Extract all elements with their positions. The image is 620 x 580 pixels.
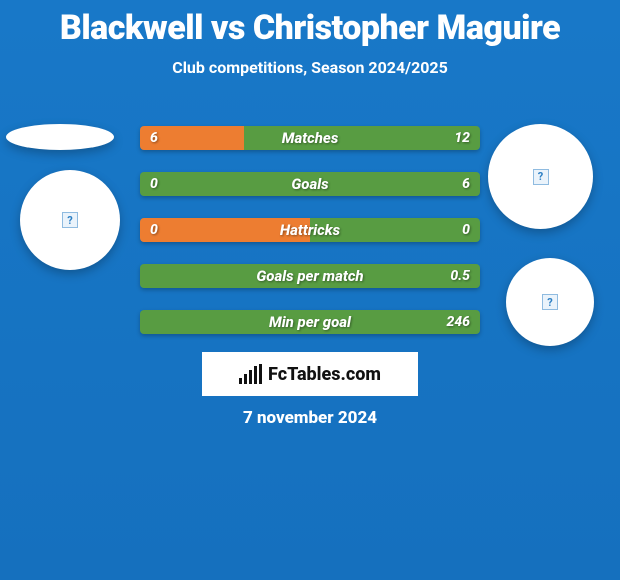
stat-row: Hattricks00 xyxy=(140,218,480,242)
stat-bar-left xyxy=(140,218,310,242)
brand-text: FcTables.com xyxy=(268,364,381,385)
brand-badge: FcTables.com xyxy=(202,352,418,396)
stat-bar-right xyxy=(244,126,480,150)
stat-row: Min per goal246 xyxy=(140,310,480,334)
image-placeholder-icon: ? xyxy=(542,294,558,310)
player-right-avatar-1: ? xyxy=(488,124,593,229)
stat-bar-right xyxy=(310,218,480,242)
stat-bar-right xyxy=(140,172,480,196)
page-title: Blackwell vs Christopher Maguire xyxy=(0,0,620,48)
brand-bar-segment xyxy=(254,366,257,384)
brand-bar-segment xyxy=(249,370,252,384)
stat-row: Goals06 xyxy=(140,172,480,196)
stats-panel: Matches612 Goals06 Hattricks00 Goals per ma… xyxy=(140,126,480,356)
player-left-avatar: ? xyxy=(20,170,120,270)
date-text: 7 november 2024 xyxy=(0,408,620,428)
deco-ellipse xyxy=(6,124,114,150)
stat-row: Goals per match0.5 xyxy=(140,264,480,288)
brand-bar-segment xyxy=(259,364,262,384)
player-right-avatar-2: ? xyxy=(506,258,594,346)
stat-bar-left xyxy=(140,126,244,150)
brand-bar-segment xyxy=(244,374,247,384)
brand-bar-segment xyxy=(239,378,242,384)
stat-bar-right xyxy=(140,310,480,334)
image-placeholder-icon: ? xyxy=(533,169,549,185)
page-subtitle: Club competitions, Season 2024/2025 xyxy=(0,58,620,77)
image-placeholder-icon: ? xyxy=(62,212,78,228)
stat-bar-right xyxy=(140,264,480,288)
stat-row: Matches612 xyxy=(140,126,480,150)
brand-bars-icon xyxy=(239,364,262,384)
